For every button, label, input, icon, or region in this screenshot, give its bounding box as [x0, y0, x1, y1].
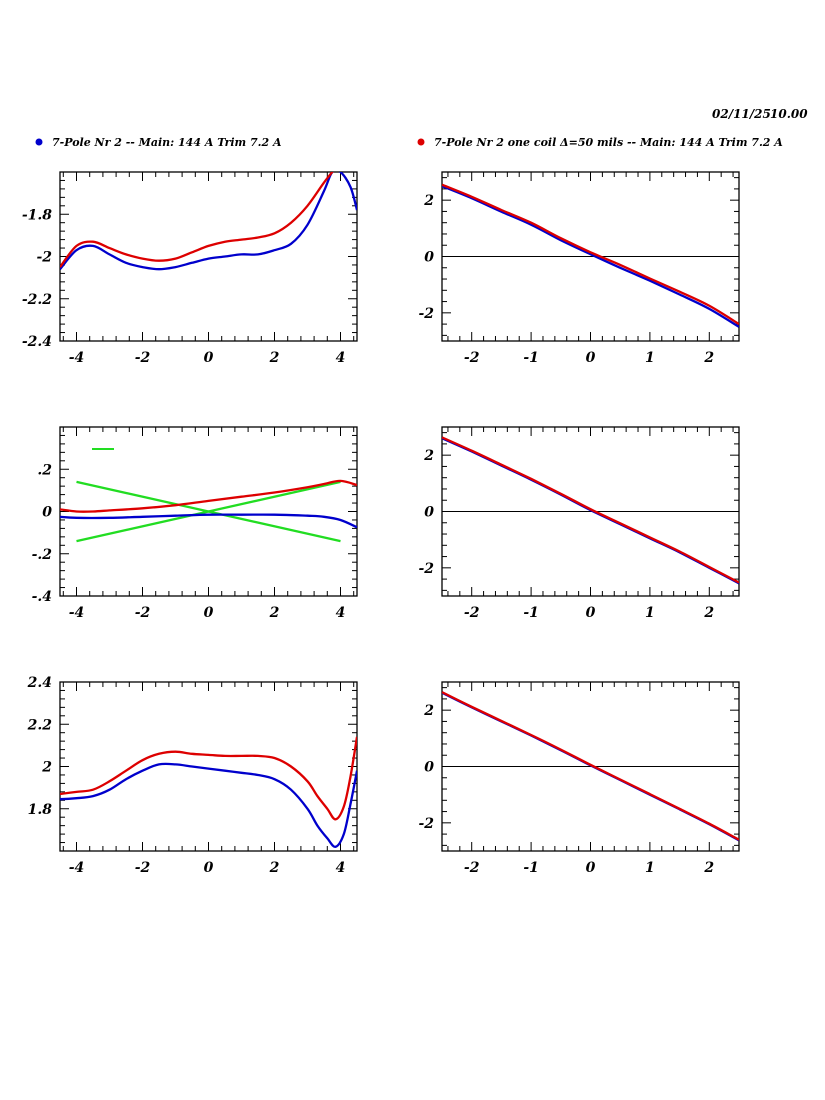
x-tick-label: 2: [269, 860, 280, 876]
y-tick-label: -2: [418, 561, 434, 577]
y-tick-label: .2: [37, 462, 52, 478]
chart-panel-6: -2 -1 0 1 2 -2 0 2: [418, 681, 740, 876]
x-tick-label: 1: [645, 860, 655, 876]
y-tick-label: -.2: [32, 547, 53, 563]
x-tick-label: 2: [269, 350, 280, 366]
x-tick-label: 4: [336, 350, 346, 366]
legend-text-red: 7-Pole Nr 2 one coil Δ=50 mils -- Main: …: [434, 136, 783, 149]
series-group: [442, 691, 739, 842]
series-group: [60, 736, 357, 848]
x-tick-label: -2: [135, 860, 151, 876]
x-tick-label: 0: [586, 860, 596, 876]
x-tick-label: 4: [336, 860, 346, 876]
y-tick-label: 1.8: [28, 802, 53, 818]
y-tick-label: 2.4: [27, 675, 52, 691]
plot-frame: [59, 681, 358, 852]
y-tick-label: 2: [423, 193, 434, 209]
x-tick-label: 0: [204, 860, 214, 876]
x-tick-label: 4: [336, 605, 346, 621]
header-time: 10.00: [770, 107, 808, 121]
x-tick-label: -1: [523, 860, 539, 876]
x-tick-label: -2: [464, 350, 480, 366]
y-tick-label: 0: [424, 505, 434, 521]
x-tick-label: 0: [204, 605, 214, 621]
series-line-red-2: [60, 172, 334, 268]
legend-marker-blue: [35, 138, 43, 146]
x-tick-label: 1: [645, 350, 655, 366]
y-tick-label: -.4: [32, 589, 52, 605]
x-tick-label: 0: [586, 350, 596, 366]
series-line-blue-1: [442, 185, 739, 328]
x-tick-label: -2: [135, 605, 151, 621]
series-line-red-2: [442, 183, 739, 326]
x-tick-label: 0: [204, 350, 214, 366]
x-tick-label: 2: [703, 860, 714, 876]
chart-panels: -4 -2 0 2 4-2.4-2.2-2-1.8-2 -1 0 1 2-202-4 -2 0 2 4-…: [22, 171, 740, 876]
x-tick-label: 2: [703, 605, 714, 621]
series-group: [60, 479, 357, 543]
y-tick-label: -2.2: [22, 292, 52, 308]
y-tick-label: 0: [424, 760, 434, 776]
chart-panel-4: -2 -1 0 1 2 -2 0 2: [418, 426, 740, 621]
x-tick-label: 2: [703, 350, 714, 366]
y-tick-label: -1.8: [22, 207, 52, 223]
x-tick-label: 0: [586, 605, 596, 621]
y-tick-label: 2: [41, 760, 52, 776]
series-line-green-2: [76, 480, 341, 543]
chart-panel-2: -2 -1 0 1 2 -2 0 2: [418, 171, 740, 366]
series-group: [60, 172, 357, 271]
series-line-red-4: [60, 479, 357, 513]
x-tick-label: 1: [645, 605, 655, 621]
series-line-blue-1: [60, 762, 357, 848]
y-tick-label: -2.4: [22, 334, 52, 350]
y-tick-label: -2: [36, 250, 52, 266]
series-line-blue-3: [60, 513, 357, 529]
y-tick-label: 0: [42, 505, 52, 521]
x-tick-label: -2: [135, 350, 151, 366]
x-tick-label: -4: [69, 860, 85, 876]
series-line-red-2: [442, 436, 739, 584]
x-tick-label: 2: [269, 605, 280, 621]
series-line-blue-1: [442, 437, 739, 585]
y-tick-label: -2: [418, 816, 434, 832]
series-group: [442, 183, 739, 328]
legend-text-blue: 7-Pole Nr 2 -- Main: 144 A Trim 7.2 A: [52, 136, 282, 149]
chart-panel-1: -4 -2 0 2 4 -2.4 -2.2 -2 -1.8: [22, 171, 358, 366]
series-line-blue-1: [60, 172, 357, 271]
x-tick-label: -1: [523, 605, 539, 621]
y-tick-label: 2: [423, 703, 434, 719]
x-tick-label: -4: [69, 350, 85, 366]
series-line-red-2: [60, 736, 357, 821]
chart-panel-3: -4 -2 0 2 4 -.4 -.2 0 .2: [32, 426, 358, 621]
figure-header: 02/11/25 10.00 7-Pole Nr 2 -- Main: 144 …: [35, 107, 808, 149]
y-tick-label: 2.2: [27, 717, 53, 733]
y-tick-label: -2: [418, 306, 434, 322]
header-date: 02/11/25: [712, 107, 771, 121]
legend-marker-red: [417, 138, 425, 146]
series-line-red-2: [442, 691, 739, 841]
y-tick-label: 2: [423, 448, 434, 464]
x-tick-label: -1: [523, 350, 539, 366]
x-tick-label: -4: [69, 605, 85, 621]
x-tick-label: -2: [464, 860, 480, 876]
y-tick-label: 0: [424, 250, 434, 266]
series-group: [442, 436, 739, 585]
chart-panel-5: -4 -2 0 2 4 1.8 2 2.2 2.4: [27, 675, 358, 876]
x-tick-label: -2: [464, 605, 480, 621]
